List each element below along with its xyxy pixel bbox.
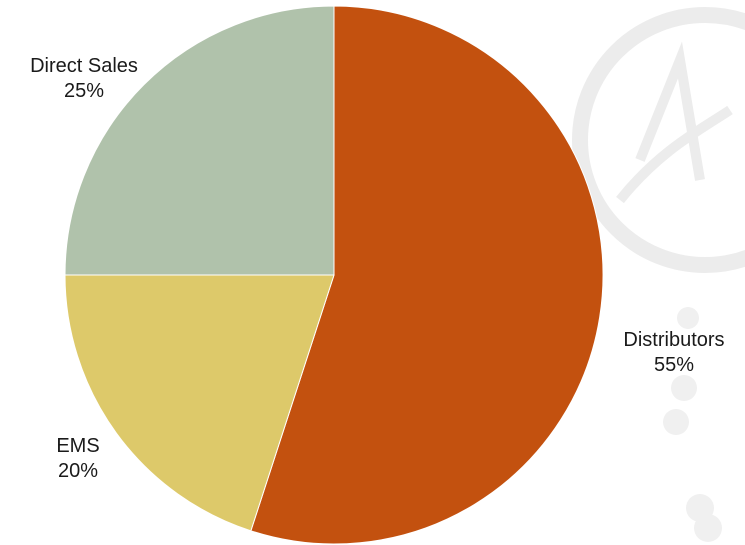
slice-label-category: Direct Sales	[30, 55, 138, 77]
slice-label-percent: 25%	[64, 80, 104, 102]
slice-label-category: Distributors	[623, 329, 724, 351]
watermark-ring	[572, 7, 745, 273]
watermark-dot	[663, 409, 689, 435]
pie-slice-direct-sales	[64, 5, 335, 276]
watermark-dot	[677, 307, 699, 329]
slice-label-direct-sales: Direct Sales 25%	[30, 55, 138, 102]
slice-label-category: EMS	[56, 435, 99, 457]
slice-label-distributors: Distributors 55%	[623, 329, 724, 376]
slice-label-percent: 55%	[654, 354, 694, 376]
watermark-glyph	[616, 41, 733, 204]
pie-slices	[64, 5, 604, 545]
pie-slice-ems	[64, 274, 335, 532]
watermark	[572, 7, 745, 542]
slice-label-percent: 20%	[58, 460, 98, 482]
watermark-dot	[694, 514, 722, 542]
watermark-dot	[671, 375, 697, 401]
pie-slice-distributors	[250, 5, 604, 545]
slice-label-ems: EMS 20%	[56, 435, 99, 482]
pie-labels: Distributors 55% EMS 20% Direct Sales 25%	[30, 55, 724, 482]
